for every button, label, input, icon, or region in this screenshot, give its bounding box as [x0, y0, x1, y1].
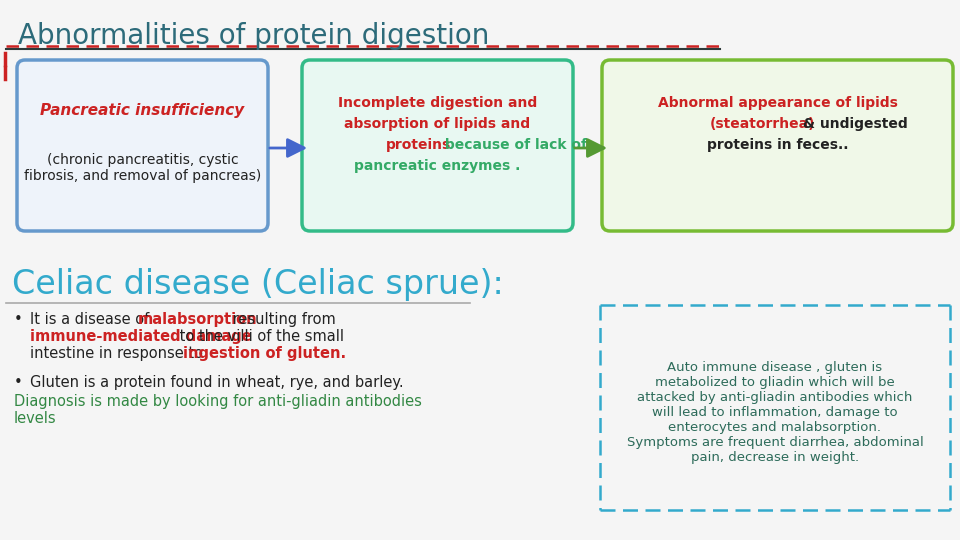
Text: Diagnosis is made by looking for anti-gliadin antibodies: Diagnosis is made by looking for anti-gl…	[14, 394, 421, 409]
Text: proteins in feces..: proteins in feces..	[707, 138, 849, 152]
Text: Auto immune disease , gluten is
metabolized to gliadin which will be
attacked by: Auto immune disease , gluten is metaboli…	[627, 361, 924, 464]
Text: immune-mediated damage: immune-mediated damage	[30, 329, 252, 344]
Text: levels: levels	[14, 411, 57, 426]
Text: absorption of lipids and: absorption of lipids and	[345, 117, 531, 131]
Text: to the villi of the small: to the villi of the small	[175, 329, 344, 344]
Text: •: •	[14, 375, 23, 390]
FancyBboxPatch shape	[602, 60, 953, 231]
Text: & undigested: & undigested	[798, 117, 907, 131]
Text: malabsorption: malabsorption	[138, 312, 257, 327]
Text: Gluten is a protein found in wheat, rye, and barley.: Gluten is a protein found in wheat, rye,…	[30, 375, 403, 390]
Text: •: •	[14, 312, 23, 327]
Text: ingestion of gluten.: ingestion of gluten.	[183, 346, 347, 361]
Text: Abnormal appearance of lipids: Abnormal appearance of lipids	[658, 96, 898, 110]
Text: intestine in response to: intestine in response to	[30, 346, 207, 361]
Text: resulting from: resulting from	[228, 312, 336, 327]
Text: (steatorrhea): (steatorrhea)	[709, 117, 815, 131]
Text: pancreatic enzymes .: pancreatic enzymes .	[354, 159, 520, 173]
FancyBboxPatch shape	[17, 60, 268, 231]
Text: Celiac disease (Celiac sprue):: Celiac disease (Celiac sprue):	[12, 268, 504, 301]
Text: Pancreatic insufficiency: Pancreatic insufficiency	[40, 103, 245, 118]
Text: Incomplete digestion and: Incomplete digestion and	[338, 96, 538, 110]
Text: proteins: proteins	[386, 138, 451, 152]
Text: (chronic pancreatitis, cystic
fibrosis, and removal of pancreas): (chronic pancreatitis, cystic fibrosis, …	[24, 153, 261, 183]
Text: Abnormalities of protein digestion: Abnormalities of protein digestion	[18, 22, 490, 50]
Text: because of lack of: because of lack of	[441, 138, 588, 152]
Text: It is a disease of: It is a disease of	[30, 312, 154, 327]
FancyBboxPatch shape	[302, 60, 573, 231]
